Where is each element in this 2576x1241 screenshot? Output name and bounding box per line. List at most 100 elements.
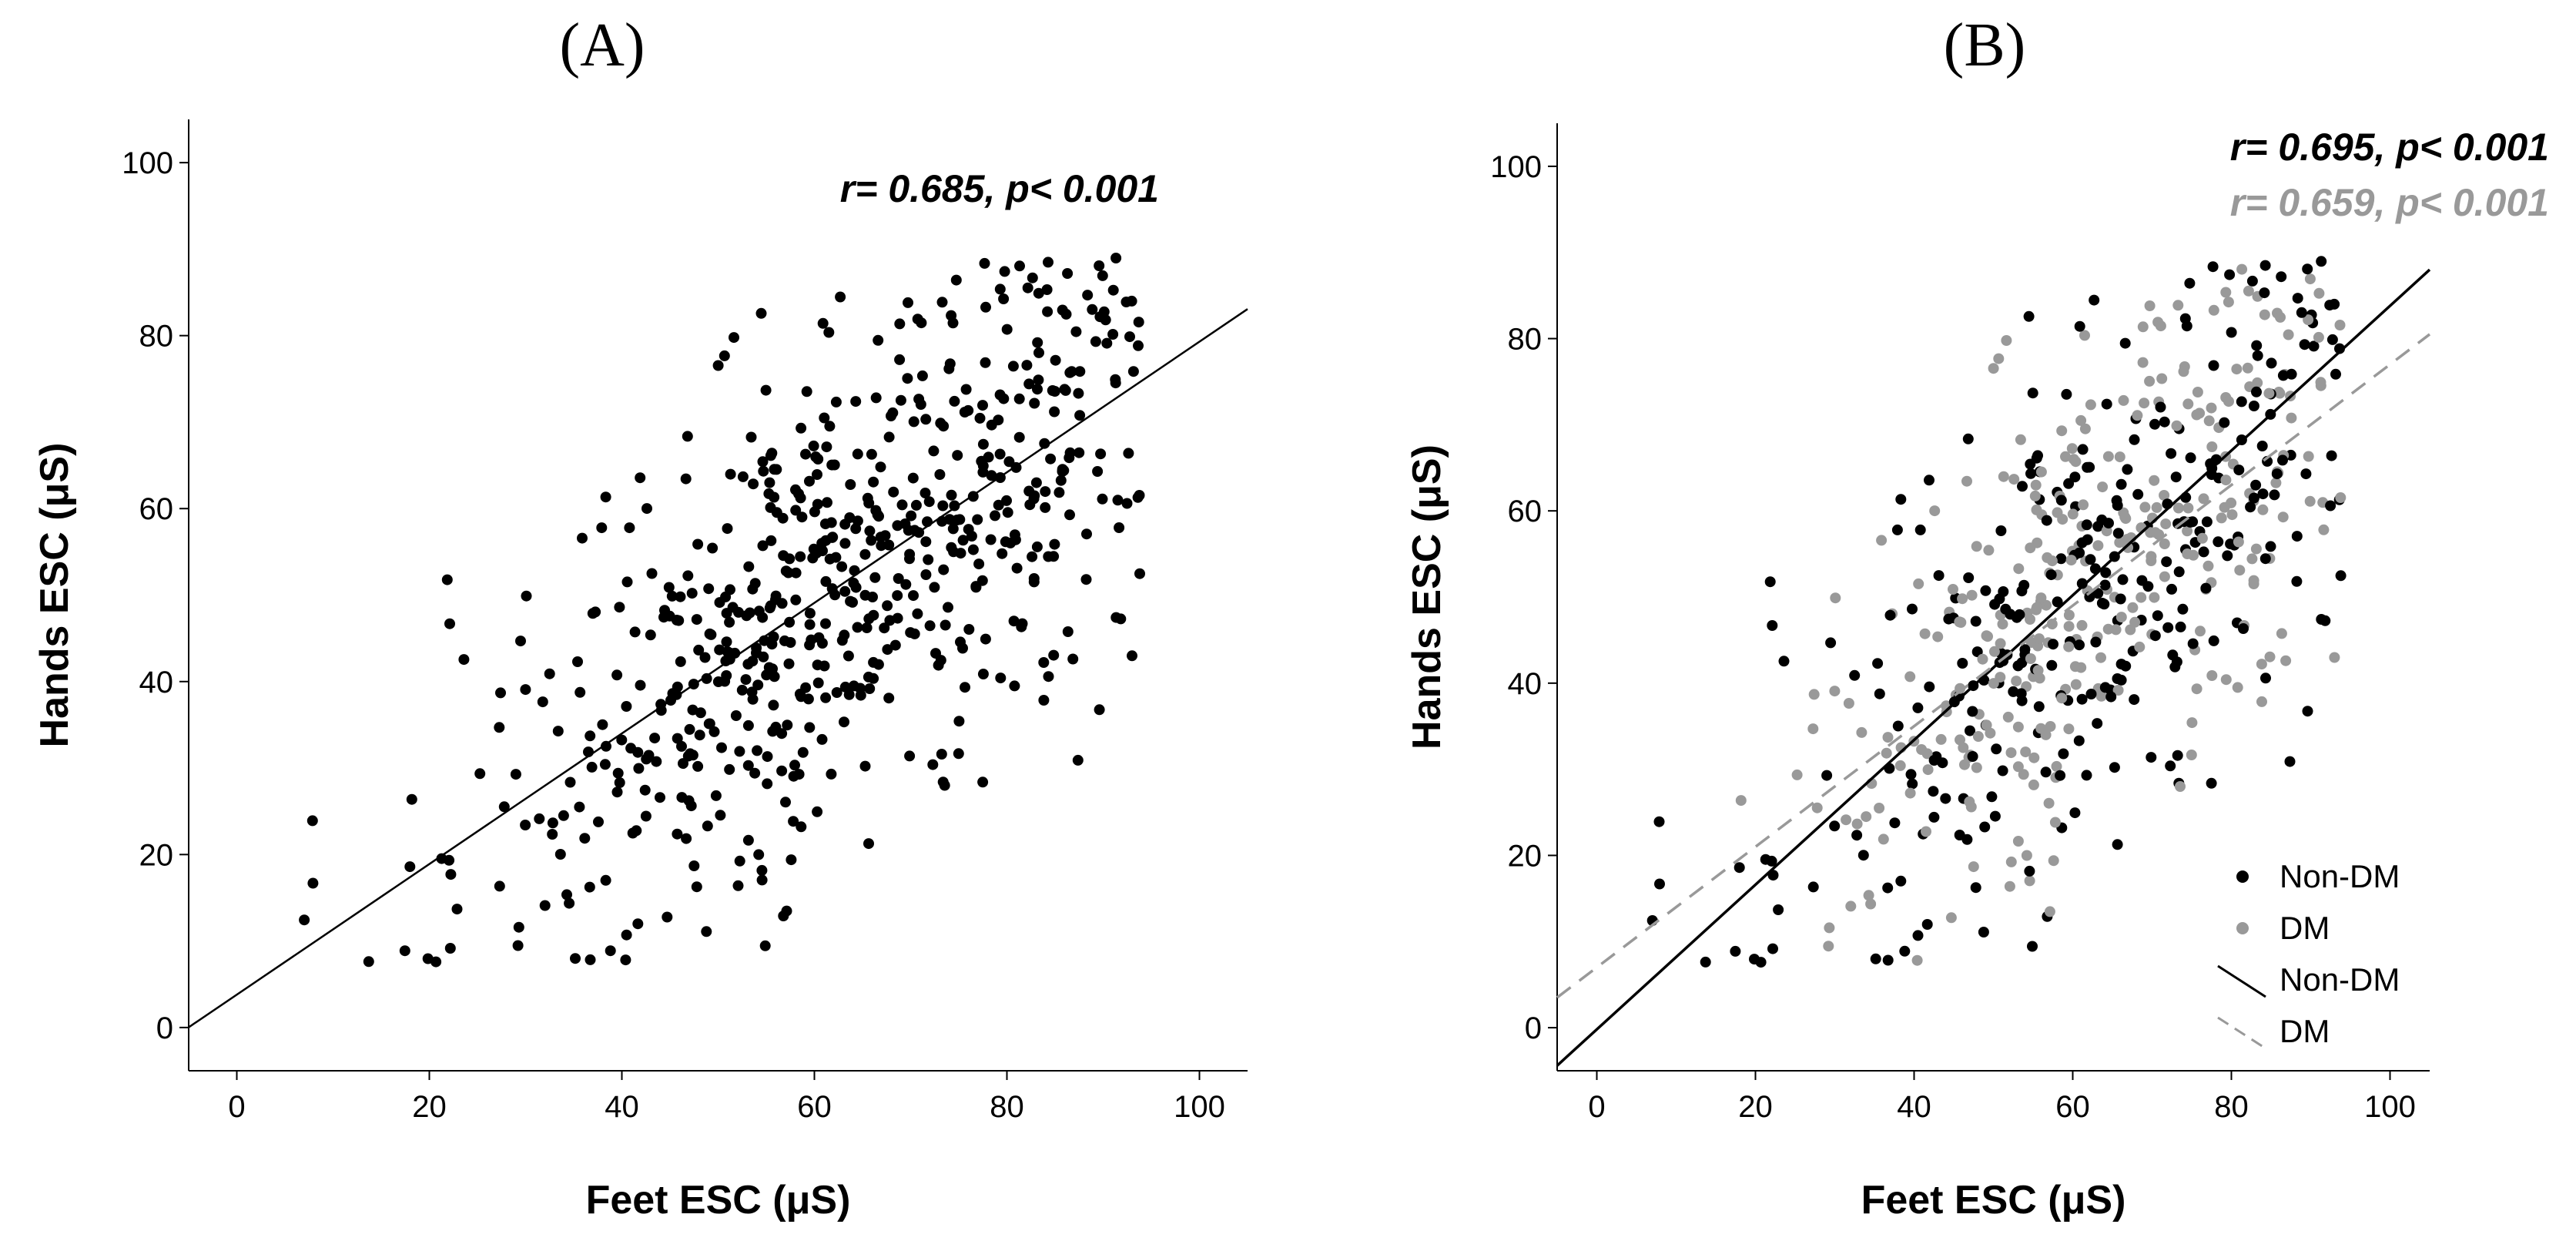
data-point-b xyxy=(1884,609,1896,621)
y-tick-label-a: 100 xyxy=(122,146,173,180)
data-point-b xyxy=(1924,681,1935,693)
data-point-a xyxy=(822,497,832,508)
data-point-b xyxy=(2025,468,2036,479)
data-point-a xyxy=(672,828,683,840)
data-point-a xyxy=(1094,311,1106,323)
data-point-b xyxy=(2081,770,2092,781)
data-point-b xyxy=(2132,488,2144,500)
data-point-b xyxy=(1988,363,1999,374)
data-point-a xyxy=(963,624,975,635)
data-point-a xyxy=(973,558,985,570)
data-point-b xyxy=(2334,320,2346,330)
data-point-b xyxy=(2243,285,2254,297)
data-point-b xyxy=(2089,294,2100,306)
data-point-b xyxy=(1811,802,1823,813)
data-point-b xyxy=(2201,516,2213,528)
data-point-a xyxy=(920,569,932,580)
data-point-a xyxy=(994,283,1006,295)
y-tick-label-a: 60 xyxy=(139,492,174,526)
x-tick-label-a: 0 xyxy=(228,1090,245,1124)
data-point-a xyxy=(747,693,759,705)
data-point-a xyxy=(685,800,697,812)
data-point-a xyxy=(601,740,611,752)
data-point-b xyxy=(2024,875,2035,887)
data-point-b xyxy=(2005,747,2017,759)
data-point-b xyxy=(2284,756,2296,767)
data-point-b xyxy=(1843,698,1854,709)
data-point-b xyxy=(1907,603,1918,615)
data-point-b xyxy=(1928,755,1940,766)
data-point-a xyxy=(972,514,983,525)
data-point-b xyxy=(2206,777,2217,789)
data-point-a xyxy=(1127,366,1139,377)
data-point-b xyxy=(2302,706,2313,717)
data-point-b xyxy=(1700,956,1711,968)
data-point-a xyxy=(777,512,789,524)
data-point-b xyxy=(2097,481,2109,493)
data-point-a xyxy=(704,628,715,639)
data-point-a xyxy=(1042,306,1054,317)
data-point-a xyxy=(445,869,457,880)
data-point-b xyxy=(2115,478,2127,490)
data-point-a xyxy=(928,445,940,457)
data-point-b xyxy=(1980,585,1991,596)
data-point-a xyxy=(579,833,591,844)
data-point-b xyxy=(2208,360,2219,371)
data-point-a xyxy=(736,684,748,696)
data-point-b xyxy=(2219,417,2230,428)
data-point-b xyxy=(2275,311,2286,323)
data-point-b xyxy=(1899,945,1911,957)
data-point-a xyxy=(935,418,946,429)
data-point-a xyxy=(780,797,791,808)
y-tick-label-b: 20 xyxy=(1508,839,1543,873)
data-point-b xyxy=(1876,535,1888,546)
data-point-a xyxy=(547,817,558,829)
data-point-a xyxy=(946,489,957,501)
data-point-b xyxy=(2079,330,2090,341)
data-point-b xyxy=(2136,592,2147,603)
data-point-a xyxy=(1092,466,1104,477)
data-point-a xyxy=(952,450,963,461)
data-point-a xyxy=(1033,347,1044,358)
data-point-a xyxy=(804,608,816,619)
data-point-a xyxy=(724,763,735,775)
data-point-a xyxy=(675,591,686,602)
data-point-b xyxy=(2020,746,2032,758)
data-point-a xyxy=(585,730,596,742)
y-tick-label-b: 0 xyxy=(1525,1011,1542,1045)
data-point-b xyxy=(2024,865,2035,877)
x-tick-label-b: 40 xyxy=(1897,1090,1931,1124)
data-point-a xyxy=(1029,490,1040,501)
data-point-b xyxy=(2172,750,2183,761)
data-point-a xyxy=(707,542,719,554)
data-point-b xyxy=(2203,415,2215,427)
data-point-b xyxy=(2067,508,2079,520)
data-point-b xyxy=(2149,475,2160,486)
correlation-annotation-a: r= 0.685, p< 0.001 xyxy=(840,167,1159,210)
data-point-a xyxy=(515,636,526,647)
data-point-b xyxy=(2187,638,2199,649)
data-point-a xyxy=(727,602,739,613)
data-point-a xyxy=(770,721,782,733)
data-point-a xyxy=(855,689,866,701)
data-point-b xyxy=(2048,639,2058,650)
data-point-b xyxy=(2182,548,2193,559)
data-point-b xyxy=(1891,524,1903,535)
data-point-a xyxy=(970,581,982,592)
data-point-b xyxy=(2260,672,2271,684)
data-point-a xyxy=(929,582,940,593)
data-point-a xyxy=(742,719,754,731)
data-point-b xyxy=(1958,742,1969,753)
data-point-b xyxy=(2002,711,2014,723)
data-point-a xyxy=(994,448,1006,460)
data-point-a xyxy=(620,954,631,966)
data-point-a xyxy=(558,810,569,821)
data-point-b xyxy=(2029,490,2041,501)
data-point-a xyxy=(1054,487,1065,498)
data-point-b xyxy=(1882,954,1894,966)
data-point-a xyxy=(938,564,950,575)
data-point-b xyxy=(2213,536,2224,548)
data-point-b xyxy=(2056,693,2068,704)
data-point-b xyxy=(2207,261,2219,273)
data-point-a xyxy=(936,297,948,308)
